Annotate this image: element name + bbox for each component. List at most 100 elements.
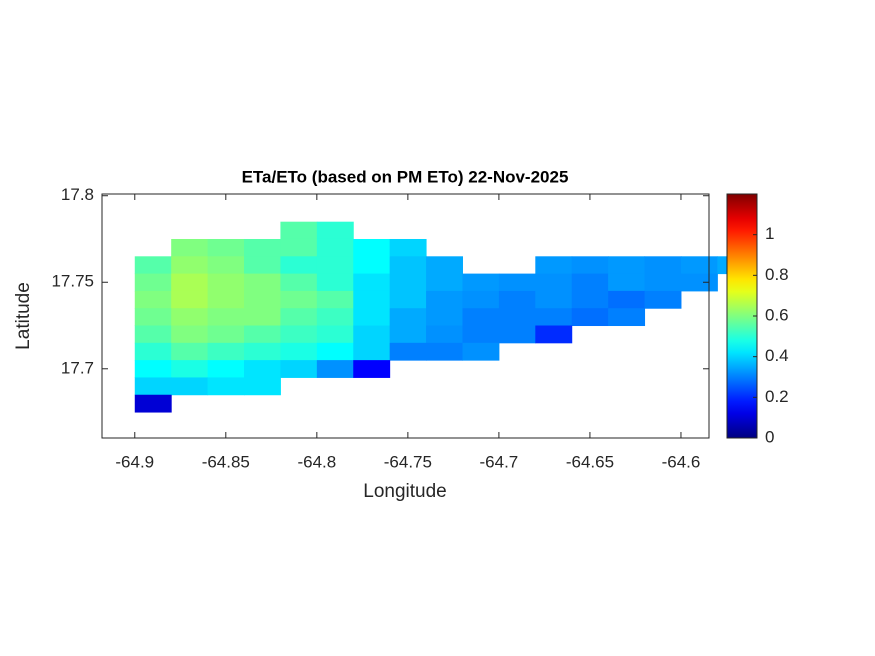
raster-cell [389,290,427,309]
raster-cell [207,360,245,378]
raster-cell [316,342,354,361]
raster-cell [608,308,646,327]
x-tick-label: -64.65 [566,452,614,471]
raster-cell [353,342,391,361]
raster-cell [171,377,209,396]
raster-cell [353,308,391,327]
raster-cell [389,325,427,344]
raster-cell [280,273,318,292]
raster-cell [280,256,318,275]
raster-cell [608,290,646,309]
raster-cell [244,238,281,257]
colorbar-tick-label: 0 [765,427,774,446]
raster-cell [353,325,391,344]
raster-cell [353,238,391,257]
raster-cell [171,325,209,344]
x-tick-label: -64.6 [662,452,701,471]
raster-cell [426,256,463,275]
raster-cell [134,342,172,361]
x-tick-label: -64.8 [297,452,336,471]
raster-cell [426,290,463,309]
raster-cell [571,308,609,327]
raster-cell [280,342,318,361]
raster-cell [244,273,281,292]
raster-cell [244,308,281,327]
raster [134,221,755,413]
raster-cell [426,342,463,361]
colorbar-tick-label: 1 [765,224,774,243]
raster-cell [608,273,646,292]
raster-cell [680,256,718,275]
raster-cell [498,325,536,344]
raster-cell [462,342,500,361]
raster-cell [207,238,245,257]
raster-cell [134,325,172,344]
raster-cell [171,308,209,327]
raster-cell [462,308,500,327]
raster-cell [389,273,427,292]
raster-cell [316,273,354,292]
raster-cell [280,290,318,309]
raster-cell [207,273,245,292]
raster-cell [134,394,172,413]
raster-cell [571,256,609,275]
raster-cell [244,256,281,275]
raster-cell [171,273,209,292]
raster-cell [171,256,209,275]
raster-cell [134,290,172,309]
colorbar-tick-label: 0.4 [765,346,789,365]
raster-cell [462,290,500,309]
raster-cell [644,290,682,309]
raster-cell [316,238,354,257]
raster-cell [316,325,354,344]
raster-cell [207,342,245,361]
raster-cell [680,273,718,292]
raster-cell [280,308,318,327]
raster-cell [134,308,172,327]
raster-cell [389,256,427,275]
raster-cell [134,256,172,275]
raster-cell [535,325,573,344]
raster-cell [608,256,646,275]
raster-cell [244,290,281,309]
raster-cell [280,221,318,240]
raster-cell [644,256,682,275]
raster-cell [244,377,281,396]
y-tick-label: 17.8 [61,185,94,204]
raster-cell [389,238,427,257]
x-axis-label: Longitude [363,481,446,502]
x-tick-label: -64.7 [480,452,519,471]
colorbar-tick-label: 0.8 [765,265,789,284]
raster-cell [316,308,354,327]
colorbar-tick-label: 0.6 [765,305,789,324]
raster-cell [571,273,609,292]
raster-cell [498,308,536,327]
y-tick-label: 17.75 [51,272,94,291]
raster-cell [644,273,682,292]
raster-cell [389,342,427,361]
raster-cell [462,273,500,292]
raster-cell [389,308,427,327]
chart-title: ETa/ETo (based on PM ETo) 22-Nov-2025 [242,167,569,186]
x-tick-label: -64.85 [202,452,250,471]
raster-cell [171,290,209,309]
raster-cell [316,290,354,309]
raster-cell [134,377,172,396]
x-tick-label: -64.9 [115,452,154,471]
axes-box [101,193,710,439]
raster-cell [498,290,536,309]
colorbar-tick-label: 0.2 [765,387,789,406]
raster-cell [535,308,573,327]
raster-cell [316,256,354,275]
y-tick-label: 17.7 [61,358,94,377]
raster-cell [462,325,500,344]
raster-cell [280,238,318,257]
raster-cell [280,325,318,344]
raster-cell [498,273,536,292]
raster-cell [244,325,281,344]
raster-cell [207,325,245,344]
raster-cell [426,308,463,327]
raster-cell [207,256,245,275]
raster-cell [353,256,391,275]
